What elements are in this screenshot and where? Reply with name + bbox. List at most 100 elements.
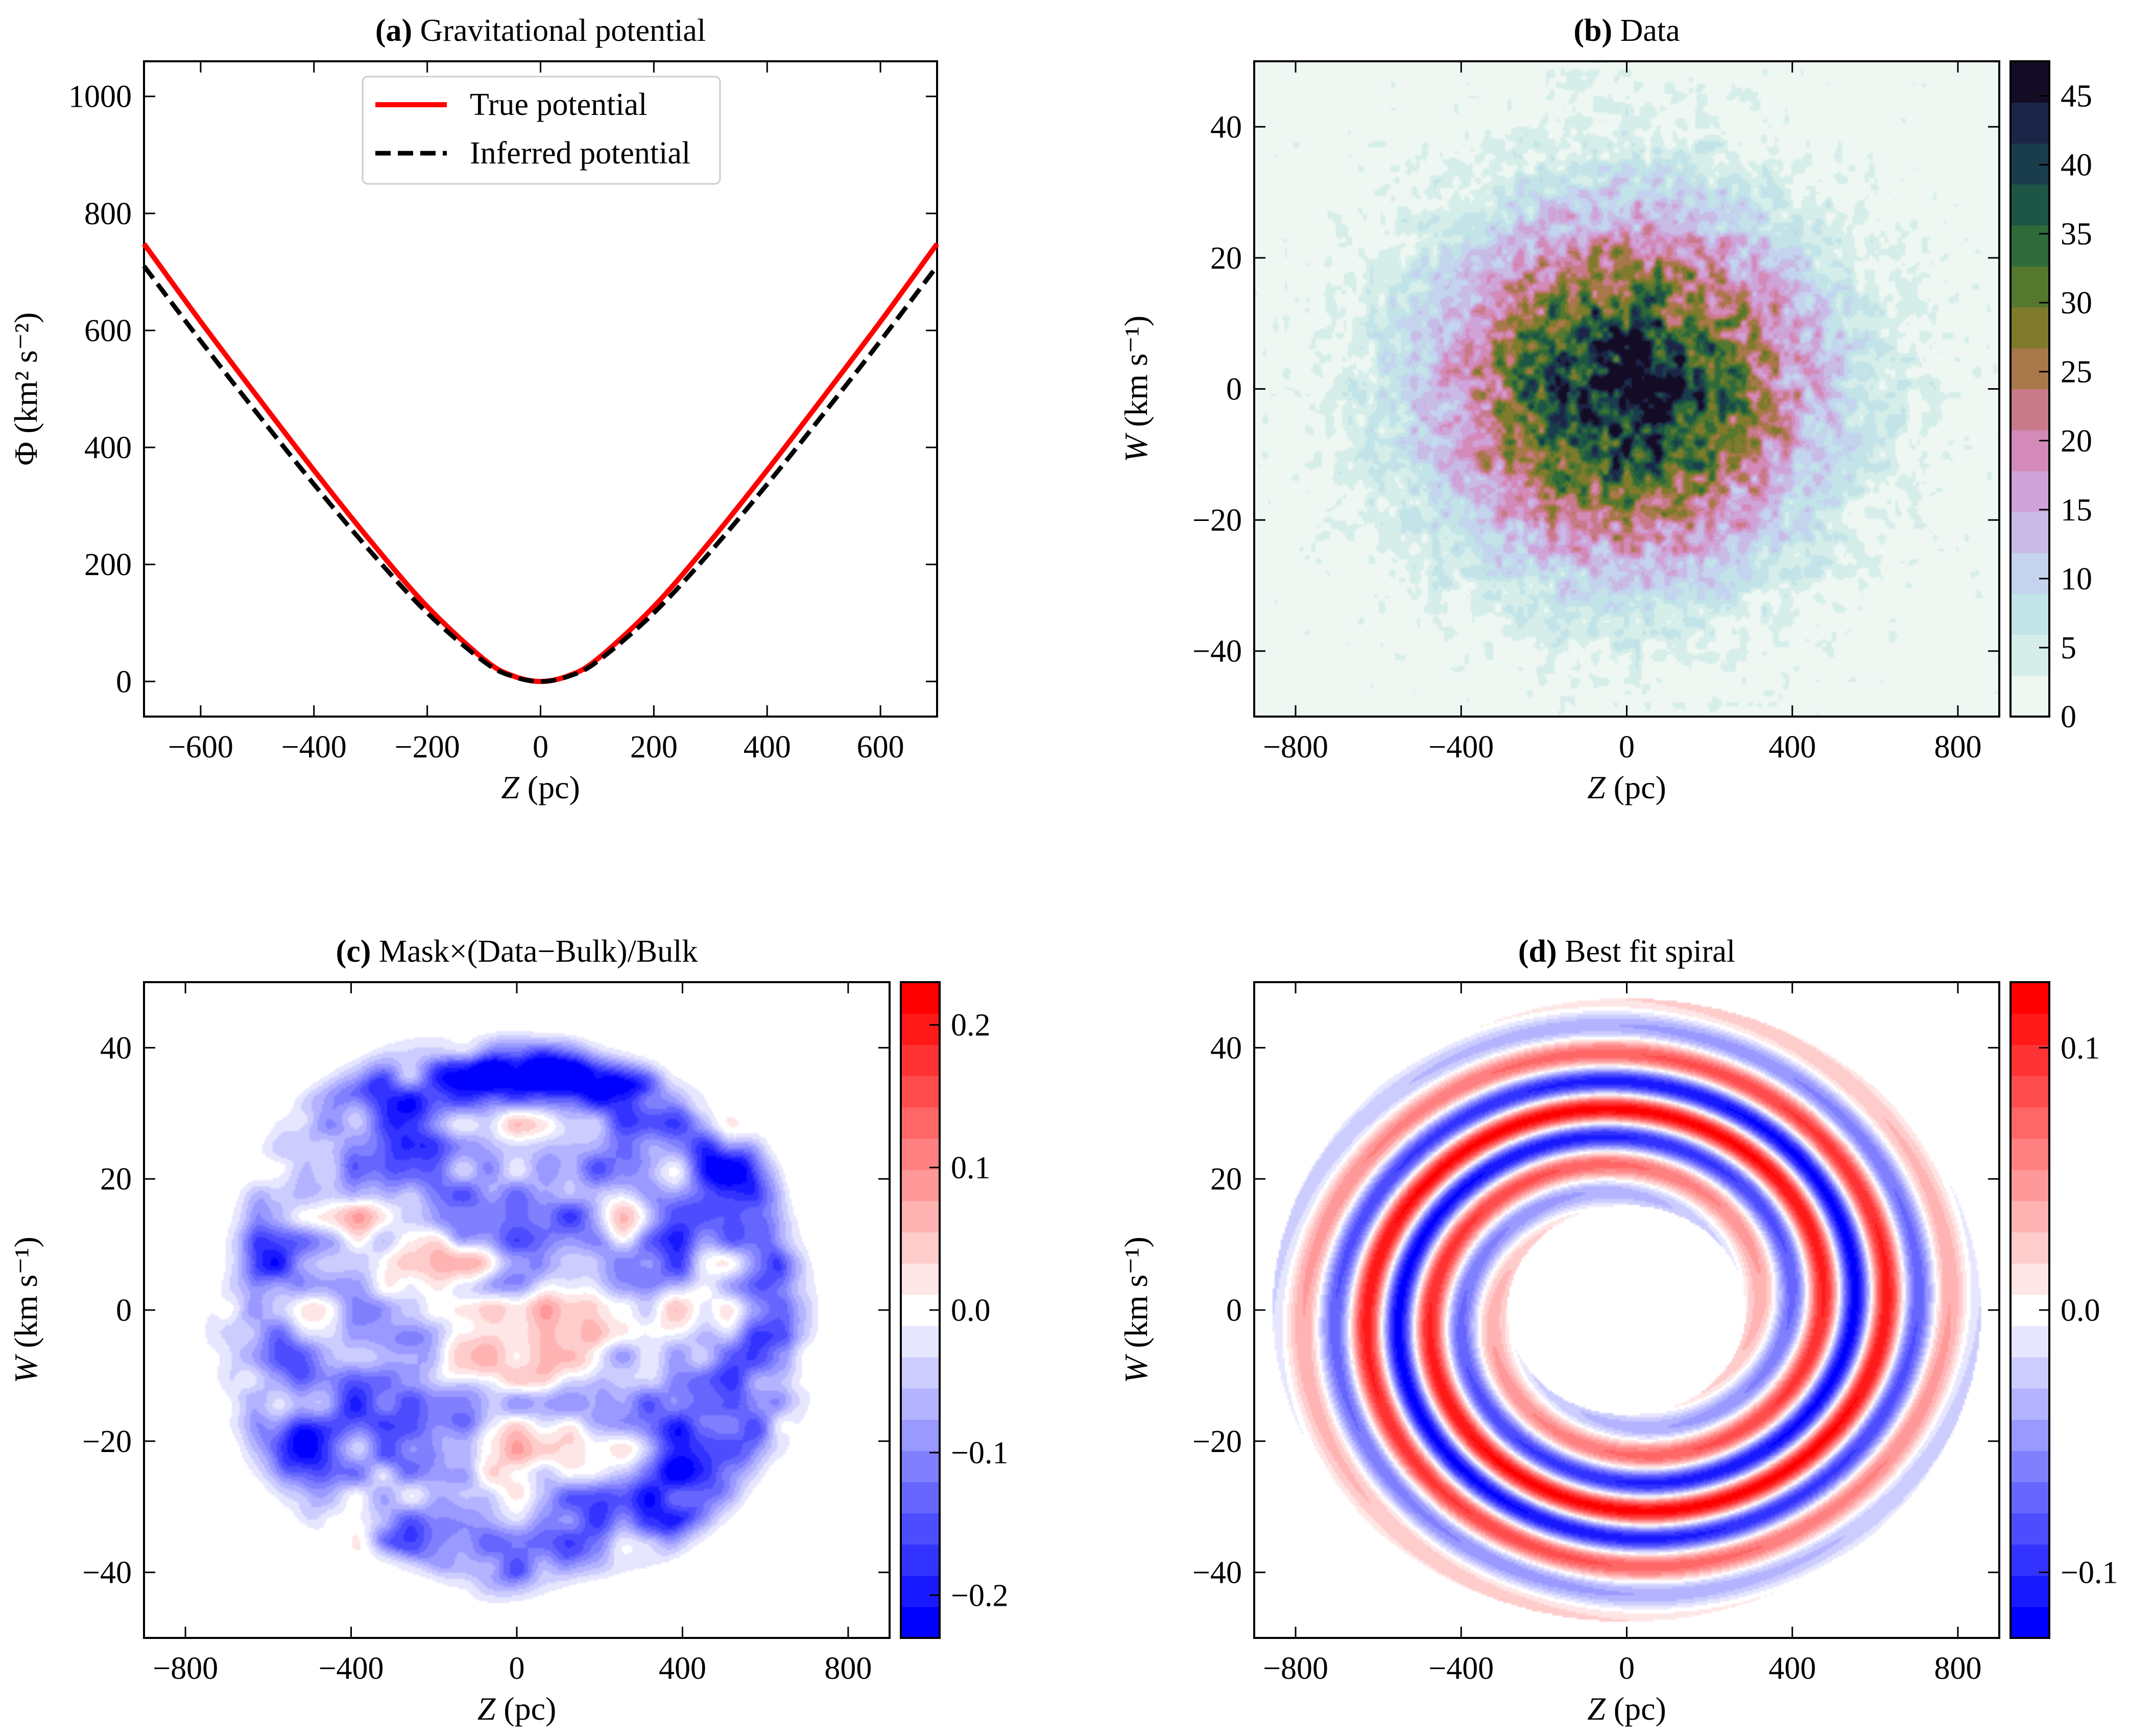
- y-tick-label: 20: [100, 1162, 132, 1197]
- colorbar-band: [901, 1575, 940, 1607]
- y-tick-label: −20: [1192, 503, 1242, 538]
- x-tick-label: 800: [824, 1651, 872, 1686]
- panel-a-y-ticks: 0 200 400 600 800 1000: [68, 80, 937, 699]
- colorbar-band: [901, 982, 940, 1014]
- x-tick-label: −400: [1428, 730, 1494, 765]
- colorbar-tick-label: 30: [2061, 286, 2092, 321]
- colorbar-band: [901, 1138, 940, 1170]
- panel-b-y-axis-label: W (km s⁻¹): [1118, 316, 1154, 463]
- x-tick-label: 200: [630, 730, 678, 765]
- colorbar-tick-label: 35: [2061, 217, 2092, 252]
- colorbar-band: [2011, 593, 2049, 635]
- panel-d-x-ticks: −800 −400 0 400 800: [1263, 982, 1981, 1686]
- y-tick-label: 0: [1226, 1293, 1242, 1328]
- panel-c-heatmap: [144, 982, 890, 1638]
- x-tick-label: 400: [744, 730, 791, 765]
- heatmap-image: [1254, 982, 1999, 1638]
- colorbar-band: [2011, 1138, 2049, 1170]
- x-tick-label: 0: [509, 1651, 525, 1686]
- colorbar-band: [901, 1513, 940, 1545]
- x-tick-label: 800: [1934, 1651, 1981, 1686]
- panel-a-y-axis-label: Φ (km² s⁻²): [8, 312, 44, 465]
- colorbar-band: [2011, 143, 2049, 185]
- y-tick-label: 40: [100, 1031, 132, 1065]
- colorbar-tick-label: 45: [2061, 79, 2092, 114]
- panel-a-title: (a) Gravitational potential: [375, 13, 706, 48]
- colorbar-band: [2011, 1513, 2049, 1545]
- x-tick-label: 0: [1619, 730, 1635, 765]
- colorbar-tick-label: 15: [2061, 493, 2092, 528]
- y-tick-label: −20: [82, 1424, 132, 1459]
- y-tick-label: 20: [1210, 1162, 1242, 1197]
- colorbar-band: [901, 1482, 940, 1514]
- x-tick-label: −800: [153, 1651, 218, 1686]
- colorbar-band: [2011, 1201, 2049, 1232]
- x-tick-label: 0: [533, 730, 548, 765]
- panel-b-y-ticks: −40 −20 0 20 40: [1192, 110, 1999, 669]
- x-tick-label: −400: [319, 1651, 384, 1686]
- panel-c-y-axis-label: W (km s⁻¹): [8, 1236, 44, 1384]
- x-tick-label: −800: [1263, 730, 1328, 765]
- colorbar-tick-label: 25: [2061, 355, 2092, 390]
- panel-b-x-ticks: −800 −400 0 400 800: [1263, 61, 1981, 765]
- colorbar-band: [901, 1201, 940, 1232]
- colorbar-tick-label: 0.1: [2061, 1031, 2100, 1065]
- y-tick-label: −40: [1192, 1556, 1242, 1590]
- colorbar-band: [2011, 1419, 2049, 1451]
- y-tick-label: 600: [84, 314, 132, 348]
- colorbar-tick-label: 0.1: [951, 1151, 991, 1185]
- colorbar-tick-label: 40: [2061, 148, 2092, 183]
- colorbar-band: [901, 1388, 940, 1420]
- colorbar-frame: [2009, 60, 2050, 718]
- panel-a-lines: [141, 242, 940, 684]
- colorbar-tick-label: −0.1: [2061, 1556, 2118, 1590]
- y-tick-label: 0: [116, 1293, 132, 1328]
- panel-c-title: (c) Mask×(Data−Bulk)/Bulk: [336, 934, 698, 969]
- colorbar-band: [2011, 1575, 2049, 1607]
- colorbar-band: [2011, 1544, 2049, 1576]
- colorbar-tick-label: 0.2: [951, 1008, 991, 1043]
- colorbar-band: [2011, 982, 2049, 1014]
- colorbar-band: [901, 1357, 940, 1389]
- colorbar-band: [2011, 307, 2049, 349]
- x-tick-label: 400: [1768, 730, 1816, 765]
- colorbar-band: [901, 1263, 940, 1295]
- x-tick-label: 400: [659, 1651, 706, 1686]
- colorbar-band: [2011, 634, 2049, 676]
- colorbar-tick-label: 10: [2061, 562, 2092, 597]
- colorbar-band: [901, 1044, 940, 1077]
- true-potential-line: [141, 242, 940, 684]
- colorbar-tick-label: 0: [2061, 700, 2076, 734]
- colorbar-band: [2011, 102, 2049, 144]
- y-tick-label: 0: [116, 664, 132, 699]
- y-tick-label: −20: [1192, 1424, 1242, 1459]
- colorbar-tick-label: 5: [2061, 631, 2076, 665]
- colorbar-tick-label: 0.0: [2061, 1293, 2100, 1328]
- y-tick-label: 1000: [68, 80, 132, 114]
- colorbar-band: [901, 1450, 940, 1483]
- y-tick-label: 40: [1210, 1031, 1242, 1065]
- x-tick-label: 800: [1934, 730, 1981, 765]
- y-tick-label: 0: [1226, 372, 1242, 407]
- panel-c-y-ticks: −40 −20 0 20 40: [82, 1031, 890, 1590]
- heatmap-image: [1254, 61, 1999, 717]
- y-tick-label: 400: [84, 431, 132, 465]
- panel-d-spiral: (d) Best fit spiral −800 −400 0 400 800 −40−…: [1118, 934, 2118, 1727]
- panel-b-heatmap: [1254, 61, 1999, 717]
- x-tick-label: −400: [1428, 1651, 1494, 1686]
- x-tick-label: −600: [168, 730, 233, 765]
- panel-d-title: (d) Best fit spiral: [1518, 934, 1735, 969]
- panel-a-x-axis-label: Z (pc): [501, 769, 580, 805]
- colorbar-band: [2011, 389, 2049, 431]
- colorbar-band: [901, 1232, 940, 1264]
- colorbar-tick-label: −0.2: [951, 1578, 1008, 1613]
- colorbar-band: [2011, 225, 2049, 267]
- colorbar-band: [2011, 1482, 2049, 1514]
- x-tick-label: −800: [1263, 1651, 1328, 1686]
- colorbar-band: [2011, 348, 2049, 390]
- panel-d-y-ticks: −40 −20 0 20 40: [1192, 1031, 1999, 1590]
- colorbar-band: [2011, 266, 2049, 307]
- x-tick-label: 400: [1768, 1651, 1816, 1686]
